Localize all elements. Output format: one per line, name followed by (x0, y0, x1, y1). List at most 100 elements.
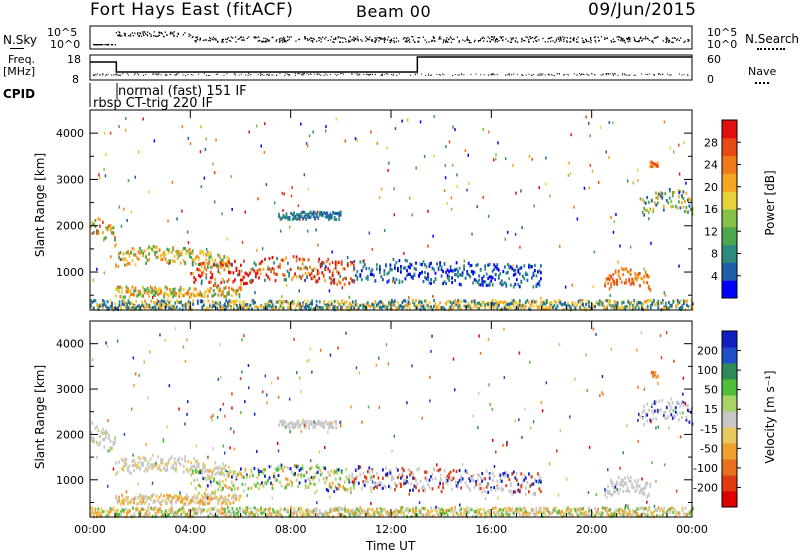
heatmap-cell (452, 300, 455, 304)
heatmap-cell (326, 306, 329, 310)
nave-sample (198, 73, 200, 75)
heatmap-cell (246, 307, 249, 311)
heatmap-cell (635, 484, 638, 488)
nave-sample (142, 75, 144, 76)
heatmap-speckle (325, 125, 327, 129)
heatmap-cell (145, 255, 147, 259)
heatmap-cell (94, 426, 97, 430)
heatmap-cell (562, 307, 565, 311)
heatmap-cell (106, 226, 109, 230)
heatmap-cell (340, 260, 343, 264)
heatmap-cell (203, 476, 206, 480)
heatmap-cell (296, 303, 298, 308)
heatmap-cell (288, 302, 291, 306)
heatmap-cell (301, 466, 304, 471)
heatmap-cell (203, 495, 206, 499)
nave-sample (323, 74, 325, 76)
heatmap-cell (455, 469, 458, 473)
heatmap-cell (617, 269, 620, 273)
heatmap-speckle (393, 213, 395, 217)
heatmap-cell (634, 489, 637, 493)
heatmap-cell (142, 507, 145, 511)
heatmap-cell (133, 293, 135, 297)
heatmap-cell (332, 211, 335, 215)
heatmap-speckle (200, 262, 203, 266)
heatmap-cell (608, 273, 611, 278)
heatmap-cell (538, 487, 541, 491)
heatmap-cell (460, 511, 462, 515)
nsky-sample (119, 32, 121, 34)
heatmap-cell (322, 466, 325, 470)
nsky-sample (283, 38, 286, 40)
heatmap-cell (197, 462, 200, 466)
heatmap-cell (637, 301, 640, 305)
heatmap-cell (647, 284, 650, 289)
heatmap-cell (291, 470, 293, 474)
nsky-sample (637, 40, 639, 43)
nsky-sample (405, 40, 407, 42)
heatmap-cell (187, 304, 190, 308)
heatmap-cell (192, 302, 195, 306)
nsky-sample (594, 39, 596, 42)
heatmap-speckle (215, 138, 217, 142)
heatmap-cell (91, 231, 94, 235)
heatmap-cell (90, 299, 92, 303)
nave-sample (606, 73, 608, 74)
heatmap-cell (280, 466, 283, 470)
heatmap-cell (391, 512, 393, 516)
heatmap-cell (544, 302, 547, 306)
heatmap-cell (455, 261, 458, 265)
heatmap-cell (427, 482, 429, 487)
heatmap-cell (394, 280, 396, 284)
heatmap-cell (121, 287, 123, 291)
heatmap-cell (354, 273, 357, 277)
heatmap-cell (151, 467, 153, 471)
heatmap-cell (622, 268, 625, 272)
heatmap-cell (188, 247, 191, 252)
heatmap-cell (649, 207, 652, 211)
heatmap-cell (475, 482, 478, 487)
heatmap-cell (337, 468, 340, 472)
heatmap-cell (635, 488, 638, 492)
heatmap-cell (327, 489, 330, 493)
heatmap-cell (330, 277, 333, 281)
heatmap-cell (207, 514, 210, 518)
heatmap-cell (649, 164, 652, 169)
heatmap-cell (434, 305, 437, 309)
heatmap-cell (300, 475, 302, 479)
heatmap-cell (353, 301, 356, 305)
heatmap-cell (503, 474, 506, 478)
heatmap-cell (661, 301, 664, 305)
heatmap-cell (371, 508, 374, 512)
heatmap-cell (670, 205, 673, 209)
heatmap-cell (164, 468, 167, 472)
heatmap-cell (500, 479, 503, 483)
heatmap-cell (351, 472, 354, 476)
heatmap-cell (427, 304, 429, 308)
heatmap-cell (678, 195, 680, 199)
heatmap-cell (133, 463, 135, 467)
heatmap-cell (215, 480, 218, 485)
heatmap-cell (255, 484, 257, 488)
heatmap-cell (452, 305, 455, 309)
heatmap-cell (111, 303, 113, 307)
heatmap-cell (436, 262, 438, 266)
heatmap-cell (109, 224, 112, 228)
heatmap-cell (649, 482, 652, 486)
heatmap-cell (90, 506, 92, 510)
heatmap-cell (127, 301, 130, 305)
heatmap-cell (285, 509, 288, 513)
heatmap-cell (238, 295, 241, 299)
heatmap-cell (223, 268, 226, 272)
heatmap-cell (251, 511, 253, 515)
nave-sample (581, 73, 583, 75)
heatmap-cell (160, 510, 163, 514)
heatmap-cell (312, 276, 314, 280)
heatmap-cell (200, 501, 203, 505)
heatmap-cell (594, 305, 596, 309)
heatmap-cell (395, 277, 398, 281)
nsky-sample (285, 41, 287, 43)
heatmap-cell (688, 204, 691, 208)
heatmap-cell (306, 302, 309, 306)
nave-sample (93, 74, 95, 76)
